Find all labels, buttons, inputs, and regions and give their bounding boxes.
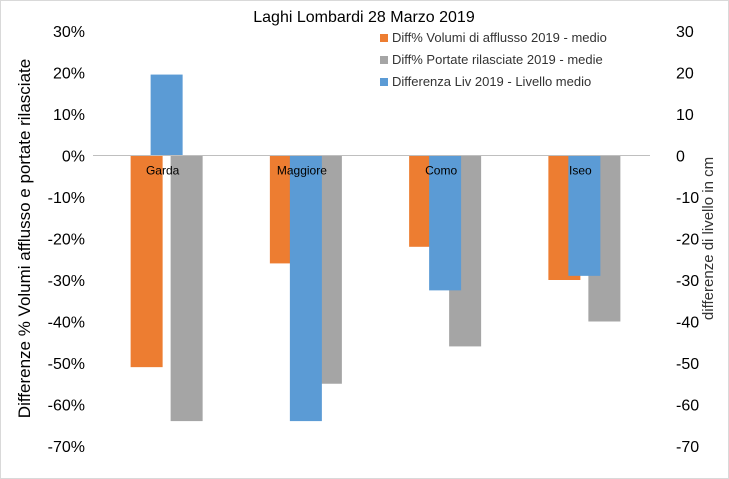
bar-maggiore-series-3 [289,155,322,422]
y-right-tick-label: -70 [676,439,699,456]
y-right-tick-label: -10 [676,190,699,207]
y-right-tick-label: 30 [676,24,694,41]
category-label: Iseo [569,164,592,178]
y-left-axis-title: Differenze % Volumi afflusso e portate r… [15,59,34,418]
y-left-tick-label: -50% [48,356,85,373]
bar-garda-series-2 [170,155,203,422]
bar-garda-series-3 [150,74,183,156]
legend-entry: Diff% Portate rilasciate 2019 - medie [392,52,603,67]
y-right-tick-label: 20 [676,66,694,83]
bar-garda-series-1 [130,155,163,368]
bar-como-series-3 [429,155,462,291]
y-left-tick-label: 30% [53,24,85,41]
y-left-tick-label: -40% [48,315,85,332]
y-left-tick-label: 10% [53,107,85,124]
chart-title: Laghi Lombardi 28 Marzo 2019 [253,9,475,26]
y-left-tick-label: -70% [48,439,85,456]
y-left-tick-label: -10% [48,190,85,207]
category-label: Garda [146,164,180,178]
y-right-tick-label: -20 [676,232,699,249]
y-left-tick-label: -30% [48,273,85,290]
legend-swatch [380,56,388,64]
y-right-tick-label: -60 [676,398,699,415]
y-right-tick-label: -50 [676,356,699,373]
y-right-tick-label: -30 [676,273,699,290]
bar-iseo-series-3 [568,155,601,276]
legend-swatch [380,34,388,42]
legend-entry: Differenza Liv 2019 - Livello medio [392,74,591,89]
legend-swatch [380,78,388,86]
y-left-tick-label: -60% [48,398,85,415]
y-right-tick-label: 0 [676,149,685,166]
y-right-axis-title: differenze di livello in cm [700,157,717,320]
y-left-tick-label: 0% [62,149,85,166]
y-right-tick-label: -40 [676,315,699,332]
y-right-tick-label: 10 [676,107,694,124]
y-left-tick-label: -20% [48,232,85,249]
y-left-tick-label: 20% [53,66,85,83]
category-label: Como [425,164,457,178]
legend-entry: Diff% Volumi di afflusso 2019 - medio [392,30,607,45]
category-label: Maggiore [277,164,327,178]
